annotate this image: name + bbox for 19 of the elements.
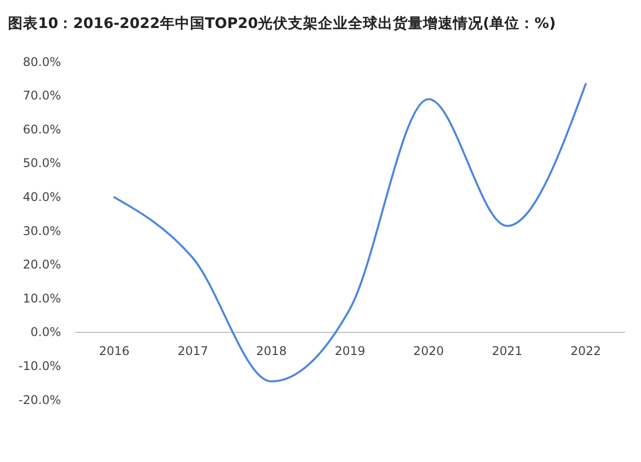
y-tick-label: 80.0% — [22, 54, 61, 69]
y-tick-label: 50.0% — [22, 156, 61, 170]
x-tick-label: 2020 — [413, 344, 444, 358]
x-tick-label: 2019 — [334, 344, 366, 358]
y-tick-label: 70.0% — [22, 88, 61, 103]
y-tick-label: 20.0% — [22, 258, 61, 272]
y-tick-label: 30.0% — [22, 224, 61, 238]
y-tick-label: 0.0% — [30, 325, 61, 340]
y-tick-label: 40.0% — [22, 190, 61, 204]
x-tick-label: 2022 — [570, 344, 601, 358]
x-tick-label: 2021 — [492, 344, 522, 358]
y-tick-label: -10.0% — [18, 359, 61, 374]
y-tick-label: 60.0% — [22, 122, 61, 136]
x-tick-label: 2017 — [178, 344, 208, 358]
y-tick-label: -20.0% — [18, 392, 61, 407]
y-tick-label: 10.0% — [22, 291, 61, 306]
x-tick-label: 2018 — [256, 344, 287, 358]
chart-title: 图表10：2016-2022年中国TOP20光伏支架企业全球出货量增速情况(单位：%) — [8, 15, 556, 32]
x-tick-label: 2016 — [99, 344, 130, 358]
